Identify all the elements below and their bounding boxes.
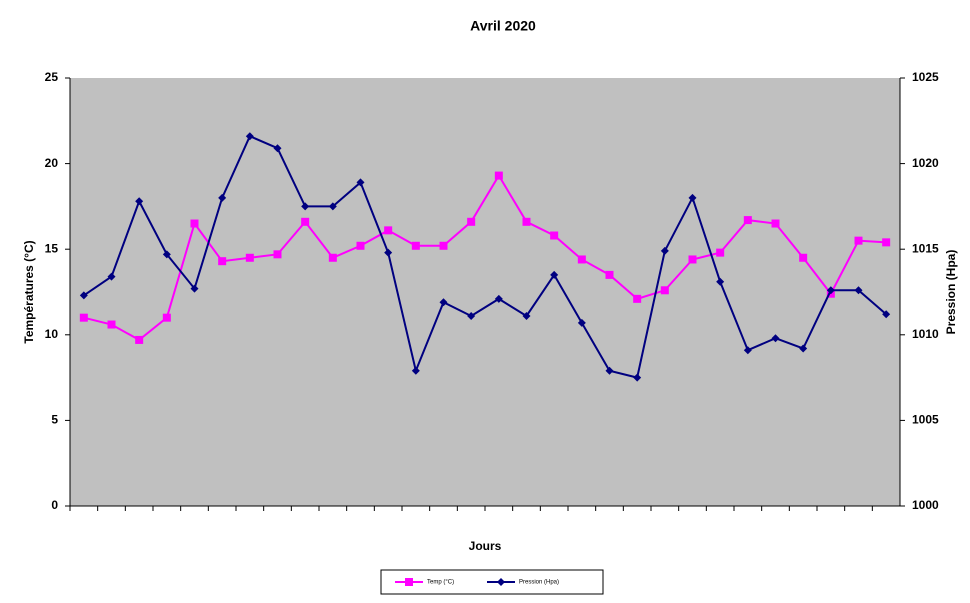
- point: [79, 313, 88, 322]
- point: [107, 272, 116, 281]
- point: [716, 277, 725, 286]
- point: [633, 373, 642, 382]
- plot-area: [70, 78, 900, 506]
- point: [716, 248, 725, 257]
- point: [190, 284, 199, 293]
- point: [411, 241, 420, 250]
- point: [494, 171, 503, 180]
- point: [633, 294, 642, 303]
- point: [799, 253, 808, 262]
- point: [882, 310, 891, 319]
- point: [328, 253, 337, 262]
- point: [688, 193, 697, 202]
- point: [467, 311, 476, 320]
- point: [854, 286, 863, 295]
- point: [135, 197, 144, 206]
- point: [577, 318, 586, 327]
- point: [162, 313, 171, 322]
- point: [854, 236, 863, 245]
- point: [826, 286, 835, 295]
- point: [882, 238, 891, 247]
- series-line: [83, 134, 887, 379]
- point: [771, 334, 780, 343]
- point: [605, 366, 614, 375]
- point: [273, 250, 282, 259]
- legend-marker: [405, 578, 413, 586]
- y2-tick-label: 1015: [912, 241, 939, 255]
- y-tick-label: 15: [45, 241, 59, 255]
- point: [245, 132, 254, 141]
- point: [162, 250, 171, 259]
- legend-label: Temp (°C): [427, 580, 454, 586]
- y2-tick-label: 1005: [912, 413, 939, 427]
- point: [467, 217, 476, 226]
- point: [577, 255, 586, 264]
- y2-tick-label: 1010: [912, 327, 939, 341]
- y2-tick-label: 1020: [912, 156, 939, 170]
- point: [411, 366, 420, 375]
- point: [688, 255, 697, 264]
- point: [384, 226, 393, 235]
- series-line: [83, 173, 887, 342]
- chart-title: Avril 2020: [470, 18, 536, 34]
- point: [522, 311, 531, 320]
- point: [605, 270, 614, 279]
- y-tick-label: 0: [51, 498, 58, 512]
- point: [328, 202, 337, 211]
- point: [218, 257, 227, 266]
- point: [494, 294, 503, 303]
- point: [439, 298, 448, 307]
- x-axis-title: Jours: [469, 539, 502, 553]
- y-tick-label: 20: [45, 156, 59, 170]
- point: [771, 219, 780, 228]
- point: [356, 178, 365, 187]
- point: [550, 270, 559, 279]
- point: [550, 231, 559, 240]
- point: [743, 346, 752, 355]
- point: [301, 202, 310, 211]
- y2-axis-title: Pression (Hpa): [944, 250, 958, 335]
- point: [107, 320, 116, 329]
- y-tick-label: 25: [45, 70, 59, 84]
- y-tick-label: 10: [45, 327, 59, 341]
- point: [190, 219, 199, 228]
- point: [522, 217, 531, 226]
- point: [273, 144, 282, 153]
- legend-marker: [497, 578, 505, 586]
- y-axis-title: Températures (°C): [22, 240, 36, 343]
- y2-tick-label: 1025: [912, 70, 939, 84]
- point: [799, 344, 808, 353]
- point: [79, 291, 88, 300]
- point: [356, 241, 365, 250]
- point: [660, 286, 669, 295]
- point: [439, 241, 448, 250]
- point: [245, 253, 254, 262]
- point: [384, 248, 393, 257]
- y-tick-label: 5: [51, 413, 58, 427]
- point: [218, 193, 227, 202]
- point: [135, 335, 144, 344]
- legend-label: Pression (Hpa): [519, 580, 559, 586]
- y2-tick-label: 1000: [912, 498, 939, 512]
- point: [660, 246, 669, 255]
- point: [743, 216, 752, 225]
- point: [301, 217, 310, 226]
